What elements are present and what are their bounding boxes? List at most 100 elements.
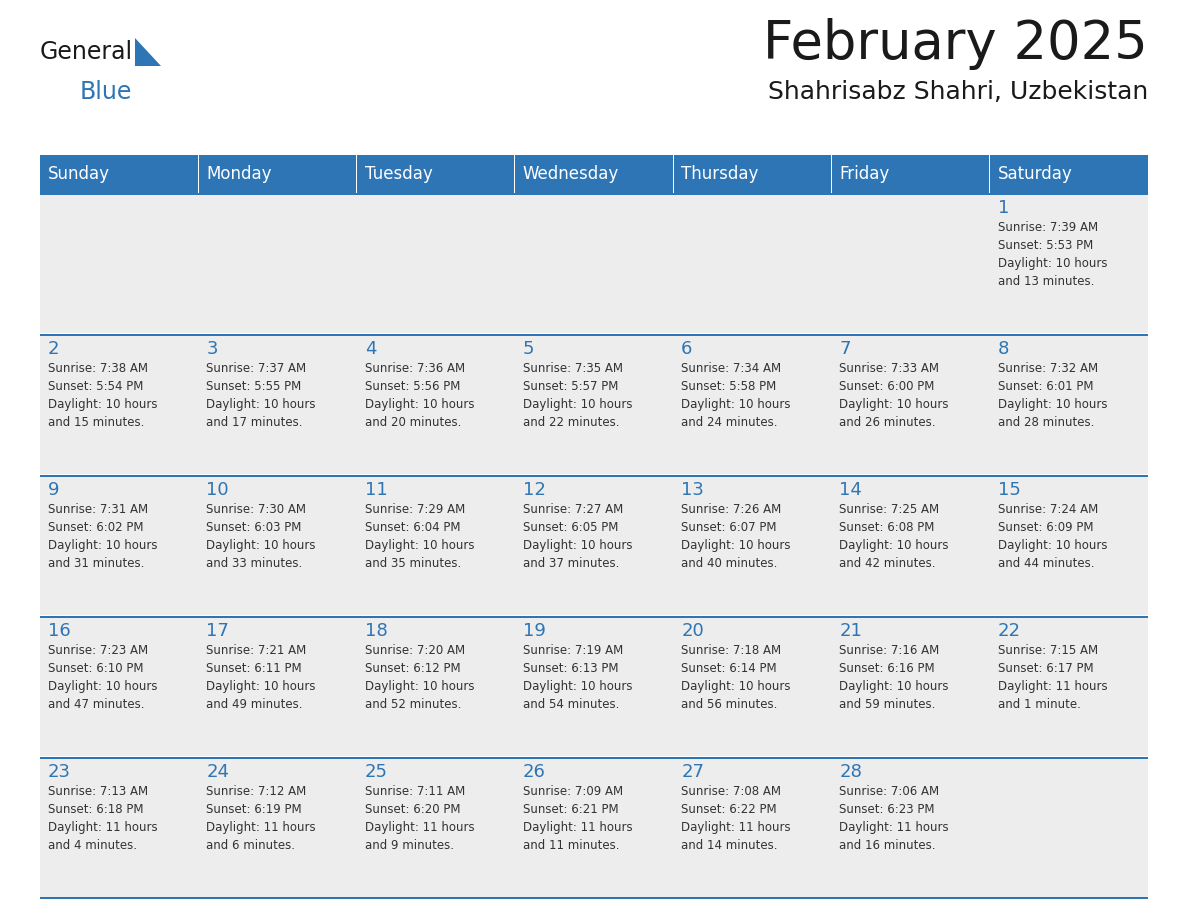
Bar (40, 155, 1148, 158)
Bar (40, 193, 198, 195)
Bar (198, 334, 356, 475)
Bar (514, 155, 674, 193)
Text: Sunrise: 7:29 AM
Sunset: 6:04 PM
Daylight: 10 hours
and 35 minutes.: Sunrise: 7:29 AM Sunset: 6:04 PM Dayligh… (365, 503, 474, 570)
Text: 27: 27 (681, 763, 704, 781)
Text: 19: 19 (523, 622, 545, 640)
Text: Tuesday: Tuesday (365, 165, 432, 183)
Bar (198, 616, 356, 618)
Bar (514, 193, 674, 334)
Text: 26: 26 (523, 763, 545, 781)
Bar (198, 757, 356, 898)
Text: Sunrise: 7:11 AM
Sunset: 6:20 PM
Daylight: 11 hours
and 9 minutes.: Sunrise: 7:11 AM Sunset: 6:20 PM Dayligh… (365, 785, 474, 852)
Bar (40, 155, 198, 193)
Text: Wednesday: Wednesday (523, 165, 619, 183)
Text: 21: 21 (840, 622, 862, 640)
Bar (356, 155, 514, 193)
Bar (356, 475, 514, 616)
Bar (514, 757, 674, 759)
Text: 15: 15 (998, 481, 1020, 499)
Text: 14: 14 (840, 481, 862, 499)
Text: 23: 23 (48, 763, 71, 781)
Bar (514, 475, 674, 616)
Bar (40, 757, 198, 898)
Text: 18: 18 (365, 622, 387, 640)
Text: 1: 1 (998, 199, 1009, 217)
Bar (832, 193, 990, 195)
Text: February 2025: February 2025 (763, 18, 1148, 70)
Bar (674, 475, 832, 477)
Bar (990, 475, 1148, 477)
Text: 28: 28 (840, 763, 862, 781)
Bar (198, 757, 356, 759)
Bar (40, 334, 198, 475)
Bar (832, 334, 990, 336)
Bar (198, 334, 356, 336)
Text: Sunrise: 7:26 AM
Sunset: 6:07 PM
Daylight: 10 hours
and 40 minutes.: Sunrise: 7:26 AM Sunset: 6:07 PM Dayligh… (681, 503, 791, 570)
Text: Sunrise: 7:06 AM
Sunset: 6:23 PM
Daylight: 11 hours
and 16 minutes.: Sunrise: 7:06 AM Sunset: 6:23 PM Dayligh… (840, 785, 949, 852)
Bar (674, 757, 832, 898)
Text: 16: 16 (48, 622, 71, 640)
Bar (990, 193, 1148, 195)
Text: 13: 13 (681, 481, 704, 499)
Text: 11: 11 (365, 481, 387, 499)
Text: Sunrise: 7:30 AM
Sunset: 6:03 PM
Daylight: 10 hours
and 33 minutes.: Sunrise: 7:30 AM Sunset: 6:03 PM Dayligh… (207, 503, 316, 570)
Text: 7: 7 (840, 340, 851, 358)
Bar (674, 334, 832, 336)
Text: Sunday: Sunday (48, 165, 110, 183)
Bar (514, 334, 674, 336)
Bar (40, 334, 198, 336)
Text: 12: 12 (523, 481, 545, 499)
Bar (674, 155, 832, 193)
Text: Friday: Friday (840, 165, 890, 183)
Bar (832, 475, 990, 616)
Text: Sunrise: 7:16 AM
Sunset: 6:16 PM
Daylight: 10 hours
and 59 minutes.: Sunrise: 7:16 AM Sunset: 6:16 PM Dayligh… (840, 644, 949, 711)
Text: 25: 25 (365, 763, 387, 781)
Bar (514, 193, 674, 195)
Bar (990, 475, 1148, 616)
Bar (356, 757, 514, 759)
Bar (40, 614, 1148, 618)
Bar (198, 155, 356, 193)
Bar (356, 334, 514, 336)
Bar (514, 616, 674, 757)
Bar (674, 475, 832, 616)
Text: 8: 8 (998, 340, 1009, 358)
Bar (40, 616, 198, 618)
Bar (832, 155, 990, 193)
Bar (674, 193, 832, 334)
Text: 22: 22 (998, 622, 1020, 640)
Bar (198, 616, 356, 757)
Text: Sunrise: 7:18 AM
Sunset: 6:14 PM
Daylight: 10 hours
and 56 minutes.: Sunrise: 7:18 AM Sunset: 6:14 PM Dayligh… (681, 644, 791, 711)
Bar (198, 193, 356, 195)
Bar (990, 334, 1148, 475)
Bar (514, 334, 674, 475)
Text: 10: 10 (207, 481, 229, 499)
Text: Sunrise: 7:15 AM
Sunset: 6:17 PM
Daylight: 11 hours
and 1 minute.: Sunrise: 7:15 AM Sunset: 6:17 PM Dayligh… (998, 644, 1107, 711)
Bar (674, 616, 832, 757)
Bar (356, 193, 514, 334)
Text: Sunrise: 7:21 AM
Sunset: 6:11 PM
Daylight: 10 hours
and 49 minutes.: Sunrise: 7:21 AM Sunset: 6:11 PM Dayligh… (207, 644, 316, 711)
Text: Sunrise: 7:23 AM
Sunset: 6:10 PM
Daylight: 10 hours
and 47 minutes.: Sunrise: 7:23 AM Sunset: 6:10 PM Dayligh… (48, 644, 158, 711)
Text: Sunrise: 7:33 AM
Sunset: 6:00 PM
Daylight: 10 hours
and 26 minutes.: Sunrise: 7:33 AM Sunset: 6:00 PM Dayligh… (840, 362, 949, 429)
Text: Sunrise: 7:12 AM
Sunset: 6:19 PM
Daylight: 11 hours
and 6 minutes.: Sunrise: 7:12 AM Sunset: 6:19 PM Dayligh… (207, 785, 316, 852)
Bar (356, 475, 514, 477)
Bar (40, 475, 198, 477)
Polygon shape (135, 38, 162, 66)
Bar (356, 193, 514, 195)
Bar (40, 332, 1148, 335)
Bar (832, 475, 990, 477)
Text: Sunrise: 7:24 AM
Sunset: 6:09 PM
Daylight: 10 hours
and 44 minutes.: Sunrise: 7:24 AM Sunset: 6:09 PM Dayligh… (998, 503, 1107, 570)
Text: General: General (40, 40, 133, 64)
Text: 20: 20 (681, 622, 704, 640)
Bar (356, 616, 514, 757)
Bar (990, 334, 1148, 336)
Bar (198, 475, 356, 616)
Bar (356, 616, 514, 618)
Bar (674, 334, 832, 475)
Bar (40, 616, 198, 757)
Text: Blue: Blue (80, 80, 132, 104)
Bar (674, 616, 832, 618)
Text: Sunrise: 7:37 AM
Sunset: 5:55 PM
Daylight: 10 hours
and 17 minutes.: Sunrise: 7:37 AM Sunset: 5:55 PM Dayligh… (207, 362, 316, 429)
Bar (40, 193, 198, 334)
Bar (832, 616, 990, 618)
